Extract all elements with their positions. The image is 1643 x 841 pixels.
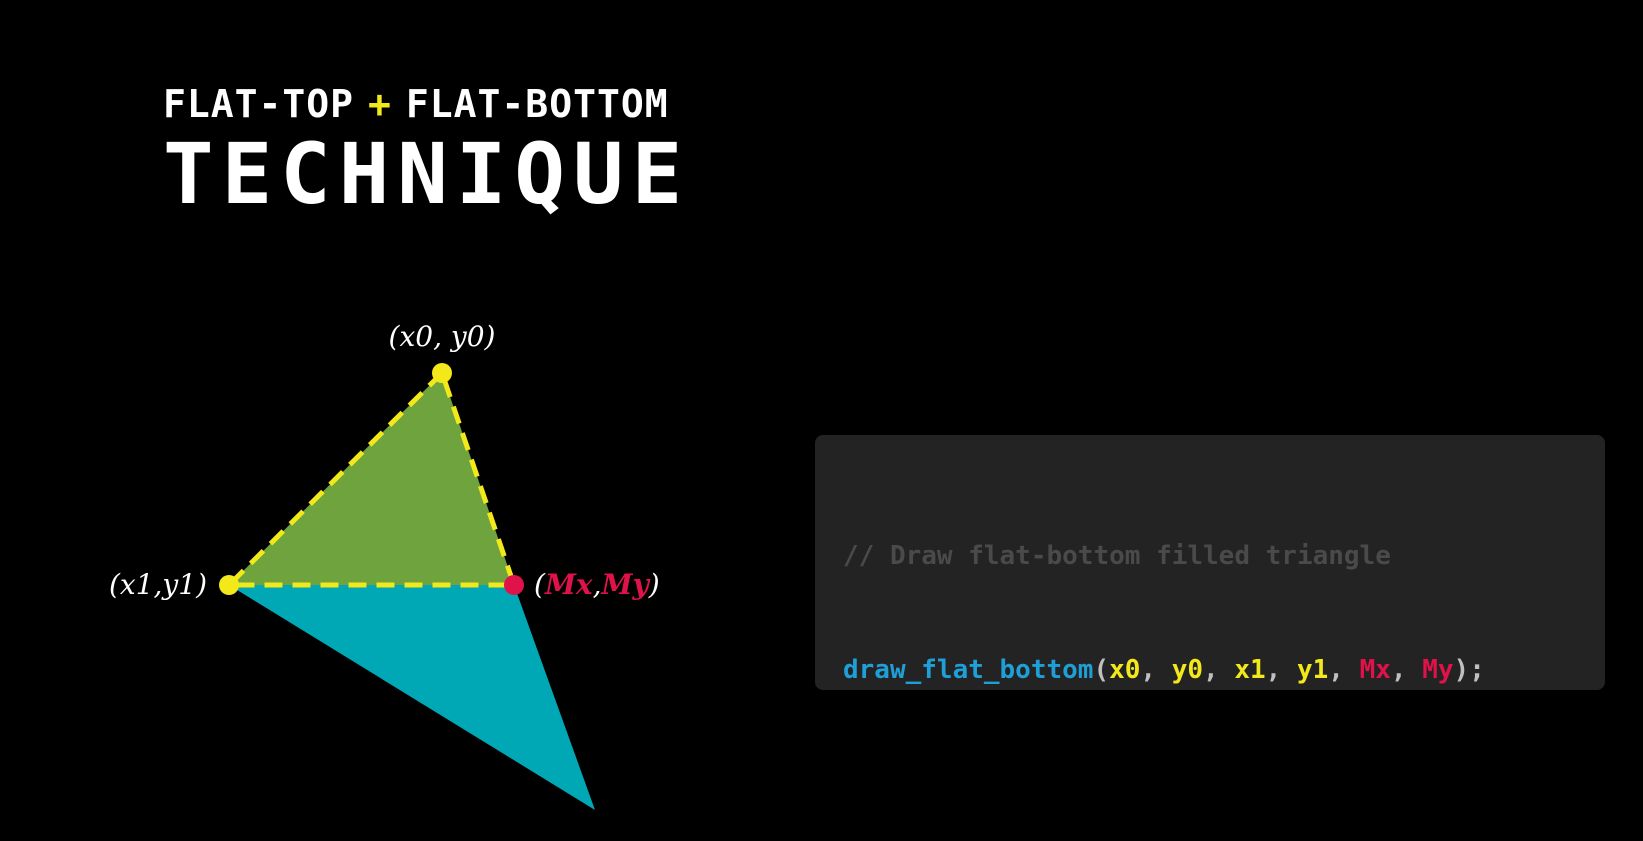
label-mx-my-comma: , xyxy=(593,568,602,601)
code-open-paren: ( xyxy=(1093,655,1110,685)
code-arg-separator: , xyxy=(1390,655,1423,685)
upper-triangle-flat-bottom xyxy=(229,373,514,585)
code-arg-separator: , xyxy=(1265,655,1297,685)
code-arg-my: My xyxy=(1422,655,1454,685)
title-flat-bottom: FLAT-BOTTOM xyxy=(405,82,669,126)
title-plus: + xyxy=(368,82,392,126)
code-close: ); xyxy=(1453,655,1485,685)
title-subtitle: FLAT-TOP + FLAT-BOTTOM xyxy=(163,82,703,126)
label-mx-my: (Mx,My) xyxy=(534,568,660,601)
code-arg-separator: , xyxy=(1328,655,1360,685)
title-flat-top: FLAT-TOP xyxy=(163,82,355,126)
upper-triangle-dashed-outline xyxy=(222,371,518,588)
title-block: FLAT-TOP + FLAT-BOTTOM TECHNIQUE xyxy=(163,82,703,218)
code-function-name: draw_flat_bottom xyxy=(843,655,1094,685)
title-main: TECHNIQUE xyxy=(163,125,691,223)
vertex-x1-y1 xyxy=(219,575,239,595)
code-arg-mx: Mx xyxy=(1359,655,1391,685)
label-my: My xyxy=(601,568,651,601)
lower-triangle-flat-top xyxy=(229,585,595,810)
vertex-x0-y0 xyxy=(432,363,452,383)
code-comment: // Draw flat-bottom filled triangle xyxy=(843,541,1391,571)
code-arguments: x0, y0, x1, y1, Mx, My xyxy=(1109,655,1453,685)
code-arg-x1: x1 xyxy=(1234,655,1266,685)
label-mx-my-close: ) xyxy=(648,568,660,601)
code-arg-y1: y1 xyxy=(1296,655,1329,685)
label-x0-y0: (x0, y0) xyxy=(389,320,496,353)
label-mx: Mx xyxy=(544,568,593,601)
code-arg-separator: , xyxy=(1140,655,1172,685)
code-arg-x0: x0 xyxy=(1109,655,1141,685)
code-arg-separator: , xyxy=(1203,655,1235,685)
label-x1-y1: (x1,y1) xyxy=(109,568,207,601)
code-panel: // Draw flat-bottom filled triangle draw… xyxy=(815,435,1605,690)
code-arg-y0: y0 xyxy=(1171,655,1204,685)
vertex-mx-my xyxy=(504,575,524,595)
label-mx-my-open: ( xyxy=(534,568,546,601)
code-call: draw_flat_bottom(x0, y0, x1, y1, Mx, My)… xyxy=(843,651,1577,689)
